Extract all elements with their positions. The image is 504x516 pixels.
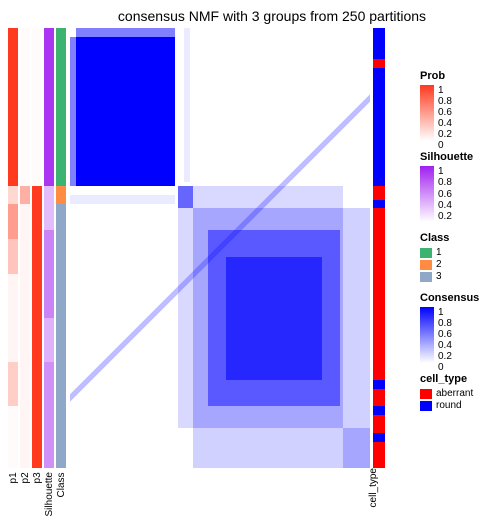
anno-col-Class	[56, 28, 66, 468]
anno-label-Silhouette: Silhouette	[44, 472, 54, 516]
right-annotation-track	[373, 28, 385, 468]
left-annotation-labels: p1p2p3SilhouetteClass	[8, 472, 496, 516]
anno-label-p1: p1	[8, 472, 18, 516]
legend-cell_type: cell_typeaberrantround	[420, 373, 498, 411]
left-annotation-tracks	[8, 28, 66, 468]
legend-Consensus: Consensus10.80.60.40.20	[420, 292, 498, 363]
anno-col-p3	[32, 28, 42, 468]
plot-title: consensus NMF with 3 groups from 250 par…	[48, 8, 496, 24]
anno-label-p3: p3	[32, 472, 42, 516]
anno-col-p1	[8, 28, 18, 468]
anno-col-Silhouette	[44, 28, 54, 468]
legend-Prob: Prob10.80.60.40.20	[420, 70, 498, 141]
anno-label-p2: p2	[20, 472, 30, 516]
legend-Class: Class123	[420, 232, 498, 282]
legend-Silhouette: Silhouette10.80.60.40.2	[420, 151, 498, 222]
right-anno-label: cell_type	[368, 468, 379, 507]
legend-panel: Prob10.80.60.40.20 Silhouette10.80.60.40.…	[420, 70, 498, 421]
consensus-heatmap	[70, 28, 370, 468]
anno-col-p2	[20, 28, 30, 468]
anno-label-Class: Class	[56, 472, 66, 516]
